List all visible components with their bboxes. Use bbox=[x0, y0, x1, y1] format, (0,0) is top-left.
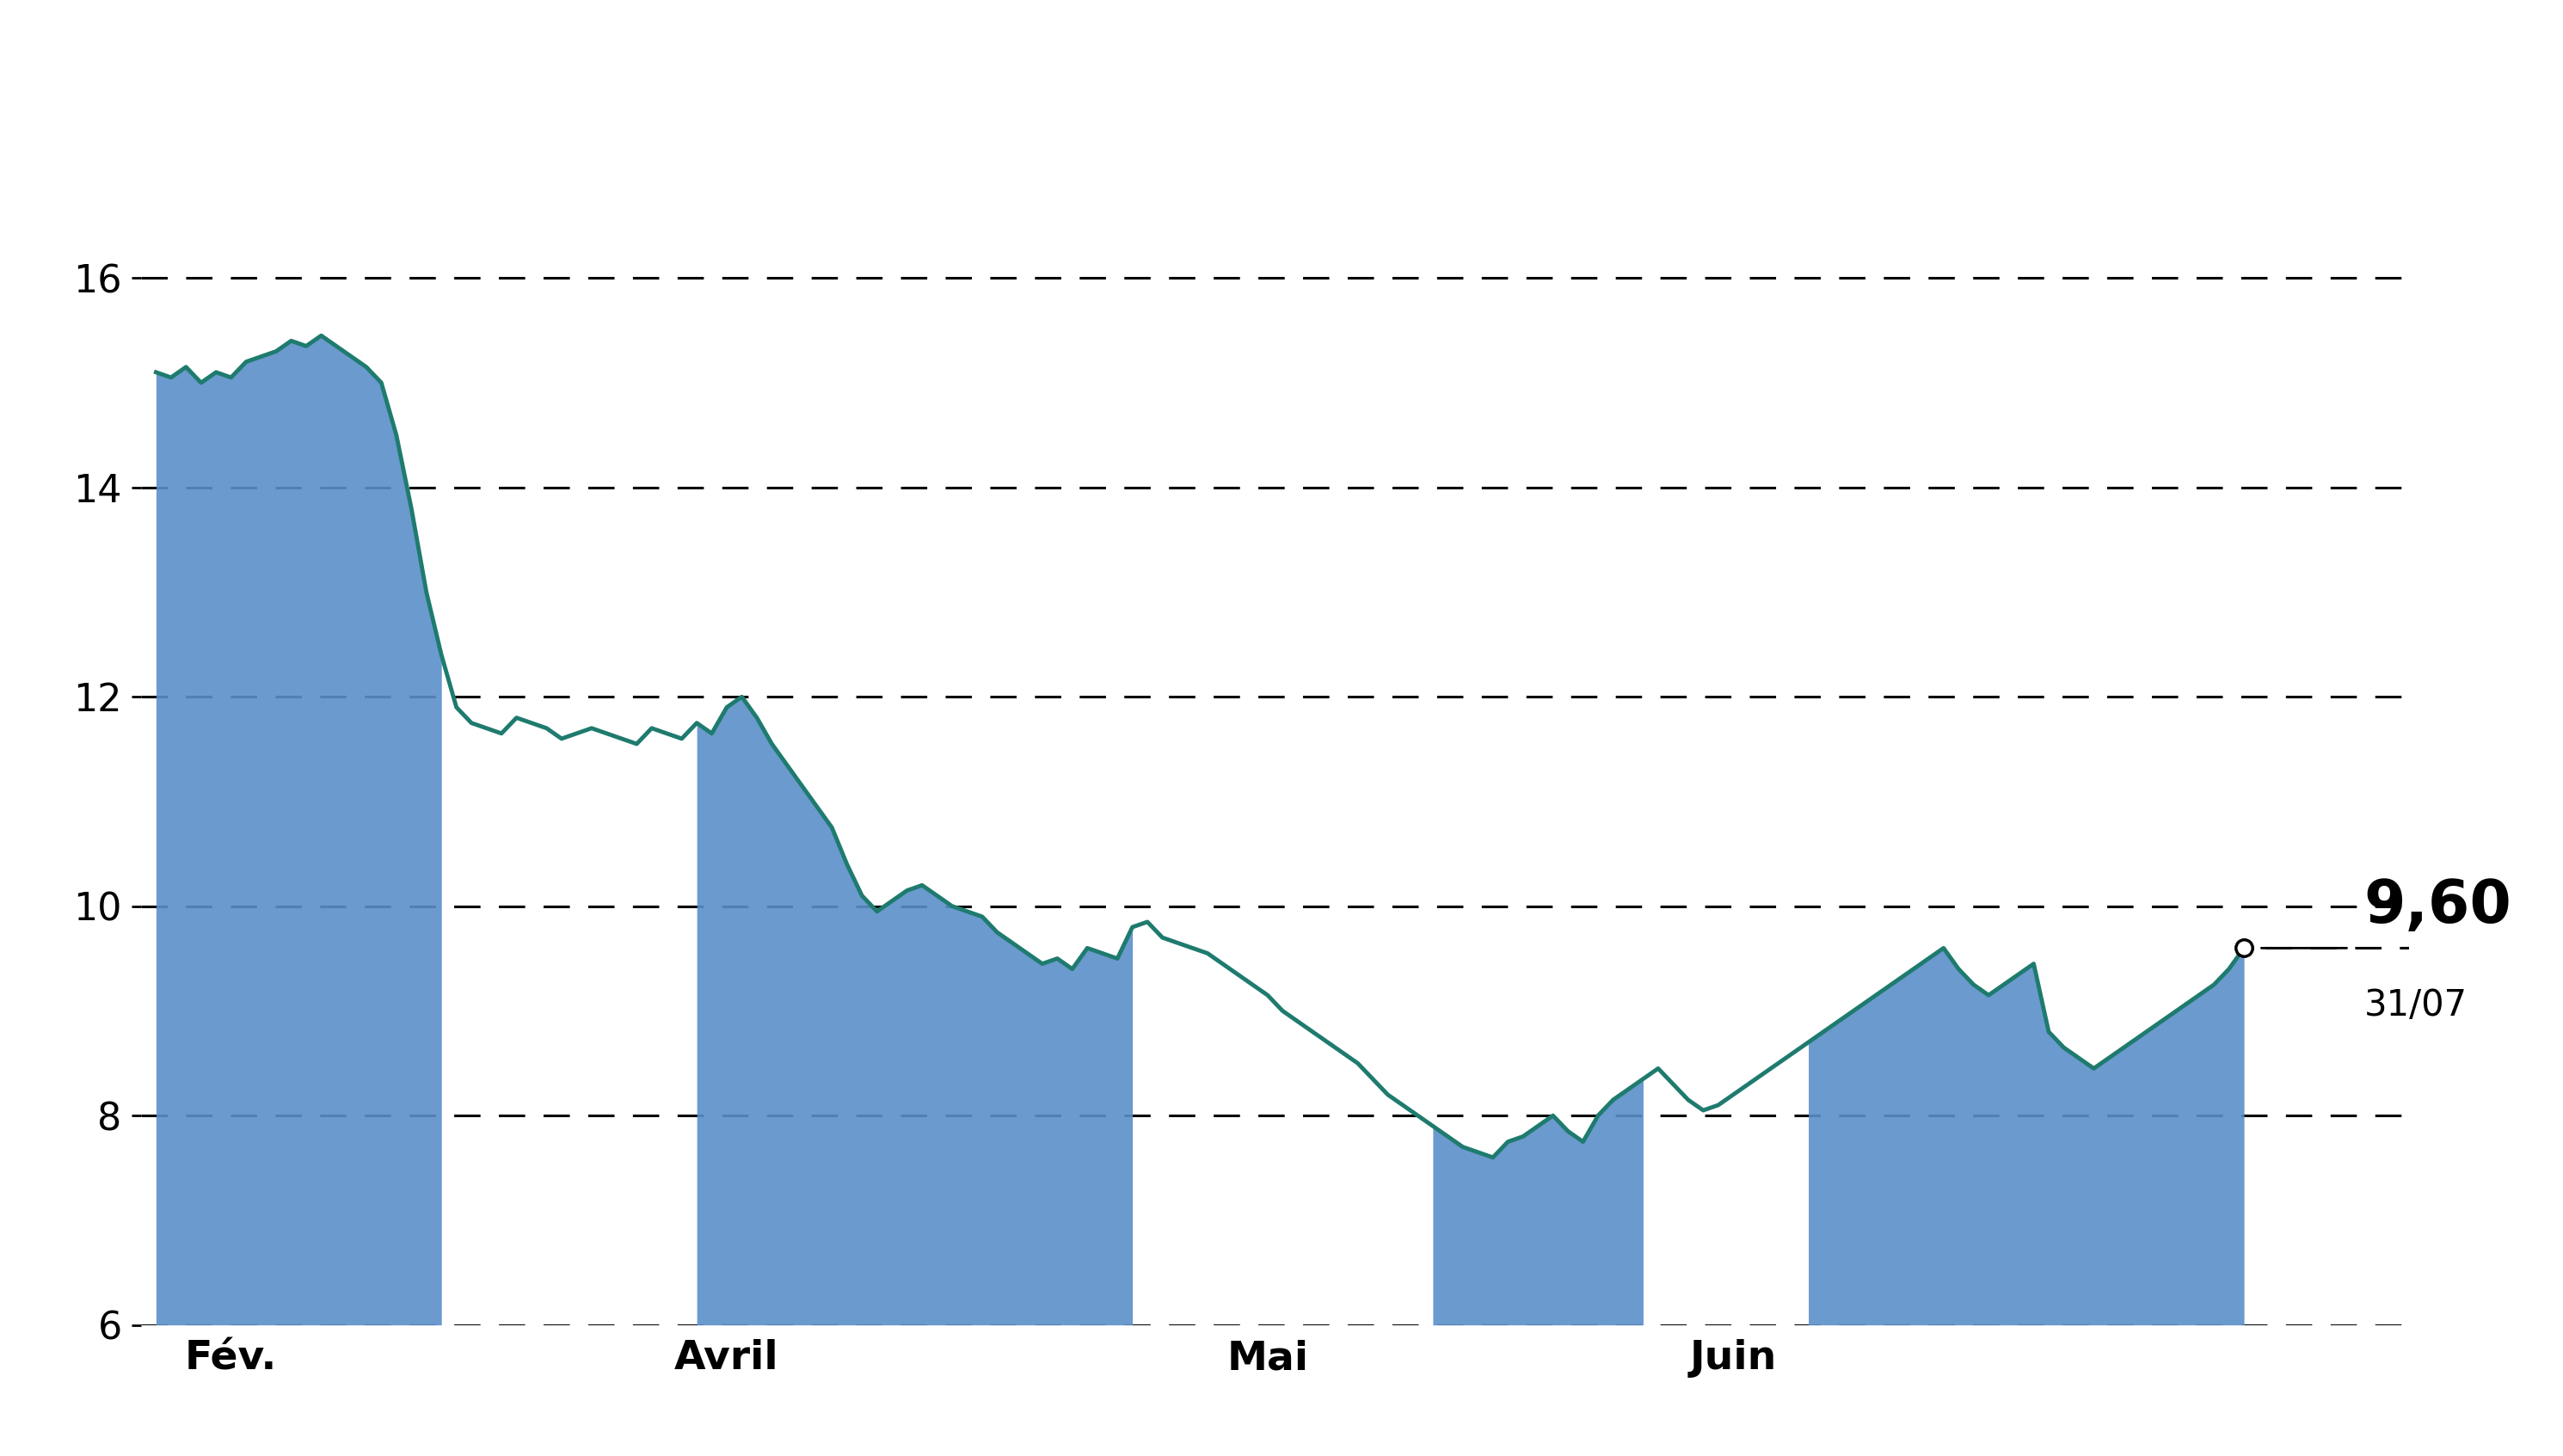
Text: 9,60: 9,60 bbox=[2363, 878, 2512, 935]
Text: 31/07: 31/07 bbox=[2363, 987, 2468, 1024]
Text: Issuer Direct Corporation: Issuer Direct Corporation bbox=[600, 38, 1963, 130]
